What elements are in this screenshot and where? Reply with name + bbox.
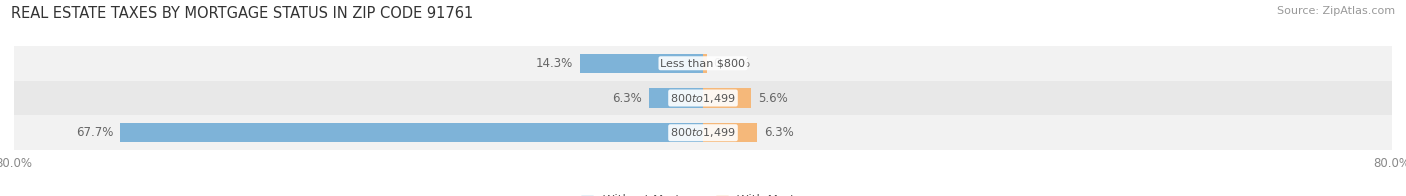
Text: Less than $800: Less than $800 [661,58,745,68]
Bar [120,123,703,142]
Bar [703,123,758,142]
Bar [14,46,1392,81]
Text: 67.7%: 67.7% [76,126,112,139]
Text: 5.6%: 5.6% [758,92,787,104]
Bar [579,54,703,73]
Text: $800 to $1,499: $800 to $1,499 [671,92,735,104]
Text: 6.3%: 6.3% [763,126,794,139]
Bar [703,54,707,73]
Bar [648,88,703,108]
Bar [703,88,751,108]
Text: Source: ZipAtlas.com: Source: ZipAtlas.com [1277,6,1395,16]
Text: REAL ESTATE TAXES BY MORTGAGE STATUS IN ZIP CODE 91761: REAL ESTATE TAXES BY MORTGAGE STATUS IN … [11,6,474,21]
Legend: Without Mortgage, With Mortgage: Without Mortgage, With Mortgage [581,194,825,196]
Text: 0.43%: 0.43% [714,57,751,70]
Text: $800 to $1,499: $800 to $1,499 [671,126,735,139]
Text: 6.3%: 6.3% [612,92,643,104]
Bar [14,81,1392,115]
Bar [14,115,1392,150]
Text: 14.3%: 14.3% [536,57,574,70]
